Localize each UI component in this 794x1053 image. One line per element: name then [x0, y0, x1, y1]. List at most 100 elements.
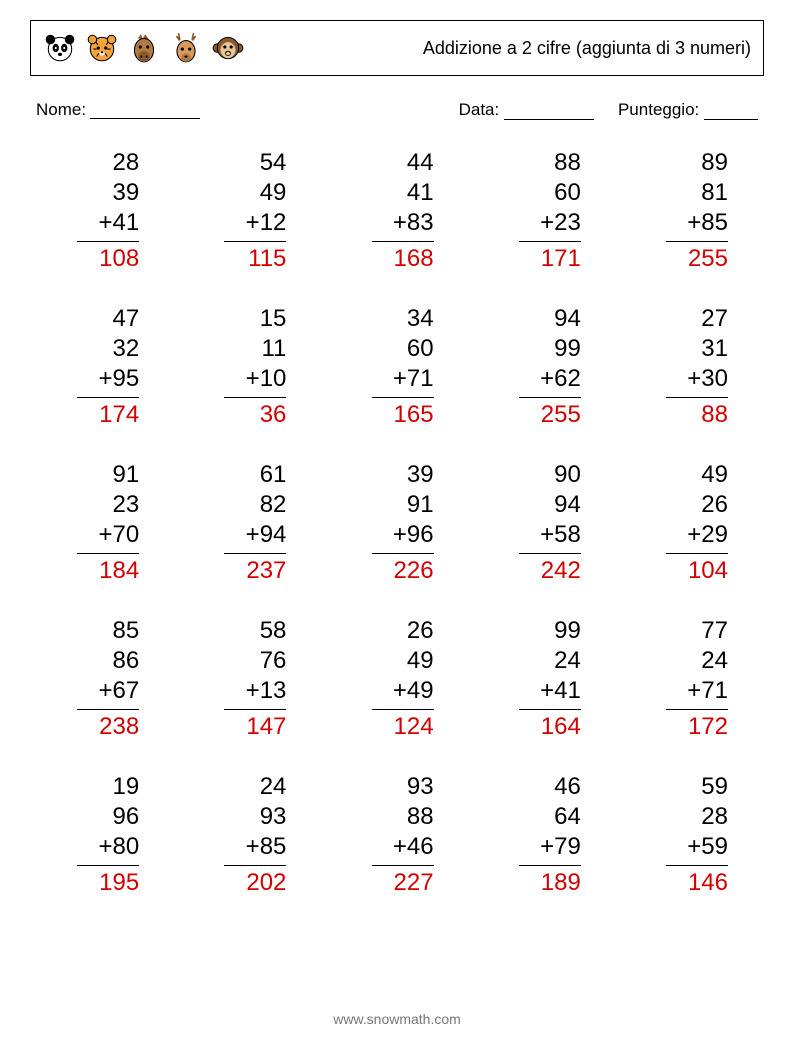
- addend-3: 41: [554, 676, 581, 706]
- addend-2: 41: [407, 178, 434, 208]
- name-blank[interactable]: [90, 100, 200, 119]
- answer: 164: [541, 712, 581, 742]
- problem: 8981+85255: [623, 148, 760, 274]
- addend-3: 46: [407, 832, 434, 862]
- addend-2: 28: [701, 802, 728, 832]
- addend-3: 70: [112, 520, 139, 550]
- addend-3: 71: [701, 676, 728, 706]
- answer: 88: [701, 400, 728, 430]
- operator: +: [540, 676, 554, 706]
- addend-3: 96: [407, 520, 434, 550]
- addend-3: 85: [260, 832, 287, 862]
- addend-3: 79: [554, 832, 581, 862]
- addend-2: 23: [112, 490, 139, 520]
- operator: +: [540, 208, 554, 238]
- problem: 9924+41164: [476, 616, 613, 742]
- header-box: Addizione a 2 cifre (aggiunta di 3 numer…: [30, 20, 764, 76]
- problem: 4926+29104: [623, 460, 760, 586]
- operator: +: [687, 832, 701, 862]
- addend-1: 91: [112, 460, 139, 490]
- answer: 242: [541, 556, 581, 586]
- addend-2: 99: [554, 334, 581, 364]
- score-blank[interactable]: [704, 101, 758, 120]
- date-blank[interactable]: [504, 101, 594, 120]
- answer: 255: [688, 244, 728, 274]
- rule: [372, 553, 434, 554]
- answer: 255: [541, 400, 581, 430]
- footer-text: www.snowmath.com: [0, 1011, 794, 1027]
- rule: [224, 241, 286, 242]
- rule: [224, 397, 286, 398]
- operator: +: [98, 676, 112, 706]
- operator: +: [98, 832, 112, 862]
- name-label: Nome:: [36, 100, 86, 120]
- addend-2: 32: [112, 334, 139, 364]
- addend-2: 24: [701, 646, 728, 676]
- addend-1: 59: [701, 772, 728, 802]
- addend-2: 86: [112, 646, 139, 676]
- addend-2: 91: [407, 490, 434, 520]
- tiger-icon: [85, 31, 119, 65]
- operator: +: [98, 208, 112, 238]
- operator: +: [393, 676, 407, 706]
- answer: 36: [260, 400, 287, 430]
- problem: 2731+3088: [623, 304, 760, 430]
- rule: [666, 553, 728, 554]
- monkey-icon: [211, 31, 245, 65]
- addend-3: 10: [260, 364, 287, 394]
- addend-3: 49: [407, 676, 434, 706]
- answer: 115: [248, 244, 286, 274]
- addend-1: 85: [112, 616, 139, 646]
- addend-2: 49: [260, 178, 287, 208]
- operator: +: [393, 832, 407, 862]
- addend-2: 96: [112, 802, 139, 832]
- addend-2: 81: [701, 178, 728, 208]
- problem: 9388+46227: [328, 772, 465, 898]
- worksheet-title: Addizione a 2 cifre (aggiunta di 3 numer…: [423, 38, 751, 59]
- rule: [666, 241, 728, 242]
- addend-1: 58: [260, 616, 287, 646]
- problem: 3460+71165: [328, 304, 465, 430]
- addend-2: 39: [112, 178, 139, 208]
- operator: +: [393, 364, 407, 394]
- answer: 168: [394, 244, 434, 274]
- addend-1: 61: [260, 460, 287, 490]
- rule: [77, 241, 139, 242]
- rule: [519, 553, 581, 554]
- answer: 165: [394, 400, 434, 430]
- addend-3: 41: [112, 208, 139, 238]
- problem: 2649+49124: [328, 616, 465, 742]
- problem-grid: 2839+411085449+121154441+831688860+23171…: [30, 148, 764, 898]
- problem: 5449+12115: [181, 148, 318, 274]
- problem: 8586+67238: [34, 616, 171, 742]
- rule: [519, 397, 581, 398]
- problem: 6182+94237: [181, 460, 318, 586]
- operator: +: [393, 520, 407, 550]
- addend-1: 54: [260, 148, 287, 178]
- animal-icons: [43, 31, 245, 65]
- addend-3: 95: [112, 364, 139, 394]
- operator: +: [687, 520, 701, 550]
- operator: +: [540, 832, 554, 862]
- answer: 226: [394, 556, 434, 586]
- addend-2: 24: [554, 646, 581, 676]
- answer: 108: [99, 244, 139, 274]
- operator: +: [246, 364, 260, 394]
- info-row: Nome: Data: Punteggio:: [30, 100, 764, 120]
- addend-2: 93: [260, 802, 287, 832]
- problem: 1996+80195: [34, 772, 171, 898]
- operator: +: [540, 364, 554, 394]
- problem: 5928+59146: [623, 772, 760, 898]
- problem: 9123+70184: [34, 460, 171, 586]
- problem: 9094+58242: [476, 460, 613, 586]
- addend-3: 94: [260, 520, 287, 550]
- panda-icon: [43, 31, 77, 65]
- addend-3: 85: [701, 208, 728, 238]
- rule: [372, 865, 434, 866]
- worksheet-page: Addizione a 2 cifre (aggiunta di 3 numer…: [0, 0, 794, 1053]
- operator: +: [246, 208, 260, 238]
- rule: [224, 553, 286, 554]
- addend-1: 26: [407, 616, 434, 646]
- problem: 8860+23171: [476, 148, 613, 274]
- addend-2: 60: [407, 334, 434, 364]
